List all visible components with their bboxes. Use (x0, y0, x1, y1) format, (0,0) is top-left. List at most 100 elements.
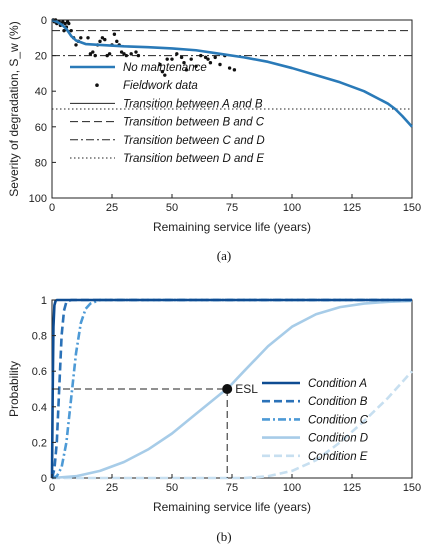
fieldwork-point (63, 21, 67, 26)
y-tick-label: 100 (29, 193, 47, 205)
fieldwork-point (105, 53, 109, 58)
y-tick-label: 0.8 (32, 331, 47, 343)
x-tick-label: 25 (106, 202, 118, 214)
chart-b-series (50, 298, 413, 480)
chart-a-x-axis-label: Remaining service life (years) (153, 220, 311, 234)
chart-b-esl-annotation: ESL (52, 382, 258, 478)
chart-b-legend: Condition A Condition B Condition C Conditi… (262, 378, 369, 463)
x-tick-label: 150 (403, 482, 421, 494)
fieldwork-point (115, 39, 119, 44)
x-tick-label: 100 (283, 482, 301, 494)
chart-b-y-ticks: 0 0.2 0.4 0.6 0.8 1 (32, 295, 56, 485)
fieldwork-point (218, 62, 222, 67)
fieldwork-point (134, 50, 138, 54)
fieldwork-point (194, 64, 198, 68)
chart-b-x-ticks: 0 25 50 75 100 125 150 (49, 474, 421, 494)
esl-label: ESL (235, 382, 258, 396)
y-tick-label: 80 (35, 157, 47, 169)
x-tick-label: 0 (49, 482, 55, 494)
fieldwork-point (203, 55, 208, 60)
fieldwork-point (182, 61, 186, 65)
fieldwork-point (129, 52, 133, 56)
fieldwork-point (165, 57, 169, 61)
x-tick-label: 75 (226, 202, 238, 214)
chart-a-no-maintenance-series (51, 18, 413, 128)
fieldwork-point (163, 73, 167, 77)
legend-label-condition-b: Condition B (308, 396, 368, 408)
fieldwork-point (93, 53, 97, 58)
chart-b-y-axis-label: Probability (7, 361, 21, 417)
fieldwork-point (100, 36, 105, 40)
legend-label-transition-between-d-and-e: Transition between D and E (123, 153, 264, 165)
y-tick-label: 0.2 (32, 437, 47, 449)
chart-a-caption: (a) (217, 248, 231, 263)
fieldwork-point (206, 57, 210, 61)
fieldwork-point (189, 57, 193, 61)
fieldwork-point (124, 53, 129, 58)
x-tick-label: 100 (283, 202, 301, 214)
legend-label-no-maintenance: No maintenance (123, 62, 207, 74)
fieldwork-point (91, 50, 95, 54)
fieldwork-point (136, 53, 141, 58)
x-tick-label: 50 (166, 482, 178, 494)
fieldwork-point (227, 66, 232, 70)
y-tick-label: 0.6 (32, 366, 47, 378)
fieldwork-point (62, 28, 66, 33)
x-tick-label: 25 (106, 482, 118, 494)
y-tick-label: 0.4 (32, 402, 47, 414)
fieldwork-point (213, 55, 217, 60)
fieldwork-point (119, 50, 124, 54)
x-tick-label: 50 (166, 202, 178, 214)
y-tick-label: 0 (41, 15, 47, 27)
fieldwork-point (79, 36, 83, 40)
chart-a-x-ticks: 0 25 50 75 100 125 150 (49, 194, 421, 214)
legend-label-condition-a: Condition A (308, 378, 367, 390)
fieldwork-point (158, 62, 162, 67)
fieldwork-point (208, 61, 213, 65)
fieldwork-point (170, 57, 174, 61)
legend-label-condition-d: Condition D (308, 433, 368, 445)
y-tick-label: 60 (35, 122, 47, 134)
legend-label-transition-between-a-and-b: Transition between A and B (123, 98, 263, 110)
y-tick-label: 20 (35, 51, 47, 63)
no-maintenance-line (51, 18, 413, 128)
esl-marker (222, 384, 233, 394)
fieldwork-point (184, 68, 189, 72)
chart-b-x-axis-label: Remaining service life (years) (153, 500, 311, 514)
chart-a-y-axis-label: Severity of degradation, S_w (%) (7, 21, 21, 196)
fieldwork-point (69, 28, 73, 33)
fieldwork-point (103, 37, 107, 42)
chart-a-y-ticks: 0 20 40 60 80 100 (29, 15, 56, 205)
fieldwork-point (67, 21, 71, 26)
fieldwork-point (98, 39, 102, 44)
fieldwork-point (122, 52, 126, 56)
x-tick-label: 125 (343, 482, 361, 494)
fieldwork-point (175, 52, 179, 56)
fieldwork-point (232, 68, 237, 72)
chart-b: ESL 0 25 50 75 100 125 150 0 0.2 0.4 0.6 0.8 1 Rema… (7, 295, 421, 544)
fieldwork-point (74, 43, 78, 47)
legend-label-fieldwork-data: Fieldwork data (123, 80, 198, 92)
chart-a: 0 25 50 75 100 125 150 0 20 40 60 80 100 Remaining … (7, 15, 421, 263)
y-tick-label: 0 (41, 473, 47, 485)
fieldwork-point (61, 20, 65, 24)
fieldwork-point (112, 32, 117, 36)
legend-marker-fieldwork-data (95, 83, 99, 87)
fieldwork-point (86, 36, 90, 40)
y-tick-label: 40 (35, 86, 47, 98)
series-line-condition-c (51, 298, 412, 480)
x-tick-label: 150 (403, 202, 421, 214)
legend-label-transition-between-b-and-c: Transition between B and C (123, 117, 265, 129)
legend-label-condition-e: Condition E (308, 451, 368, 463)
fieldwork-point (88, 52, 93, 56)
chart-b-caption: (b) (216, 529, 231, 544)
x-tick-label: 125 (343, 202, 361, 214)
x-tick-label: 75 (226, 482, 238, 494)
chart-a-legend: No maintenance Fieldwork data Transition b… (70, 62, 265, 165)
legend-label-condition-c: Condition C (308, 414, 369, 426)
fieldwork-point (107, 52, 112, 56)
series-line-condition-e (52, 370, 413, 480)
legend-label-transition-between-c-and-d: Transition between C and D (123, 135, 265, 147)
